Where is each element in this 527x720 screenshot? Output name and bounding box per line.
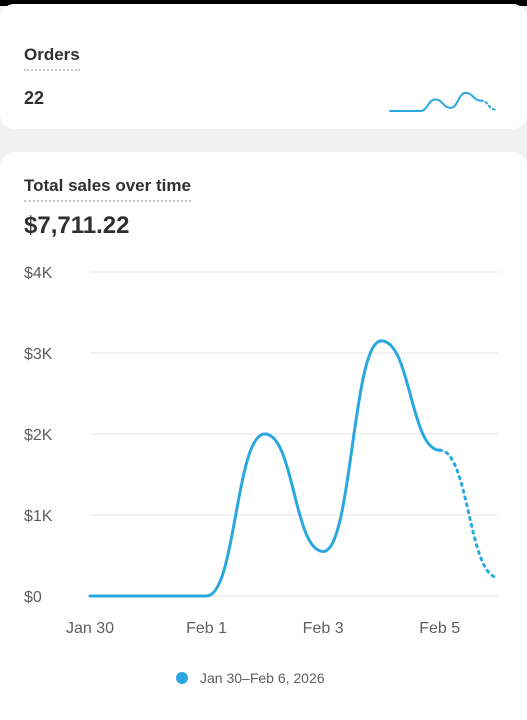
orders-value: 22 (24, 88, 45, 108)
y-tick-label: $3K (24, 346, 53, 363)
chart-legend[interactable]: Jan 30–Feb 6, 2026 (176, 670, 325, 686)
orders-label-text: Orders (24, 45, 80, 64)
x-tick-label: Feb 5 (419, 620, 460, 637)
y-tick-label: $2K (24, 427, 53, 444)
status-bar (0, 0, 527, 6)
sales-value: $7,711.22 (24, 212, 130, 239)
sales-label-underline (24, 200, 191, 202)
orders-label[interactable]: Orders (24, 45, 80, 71)
y-tick-label: $4K (24, 265, 53, 282)
x-tick-label: Jan 30 (66, 620, 114, 637)
y-tick-label: $1K (24, 508, 53, 525)
x-tick-label: Feb 1 (186, 620, 227, 637)
sales-card[interactable] (0, 152, 527, 720)
orders-label-underline (24, 69, 80, 71)
sales-label-text: Total sales over time (24, 176, 191, 195)
sales-label[interactable]: Total sales over time (24, 176, 191, 202)
legend-dot (176, 672, 188, 684)
x-tick-label: Feb 3 (303, 620, 344, 637)
legend-label: Jan 30–Feb 6, 2026 (200, 670, 325, 686)
series-line-dotted (438, 448, 500, 579)
y-tick-label: $0 (24, 589, 42, 606)
series-line-solid (88, 339, 442, 598)
